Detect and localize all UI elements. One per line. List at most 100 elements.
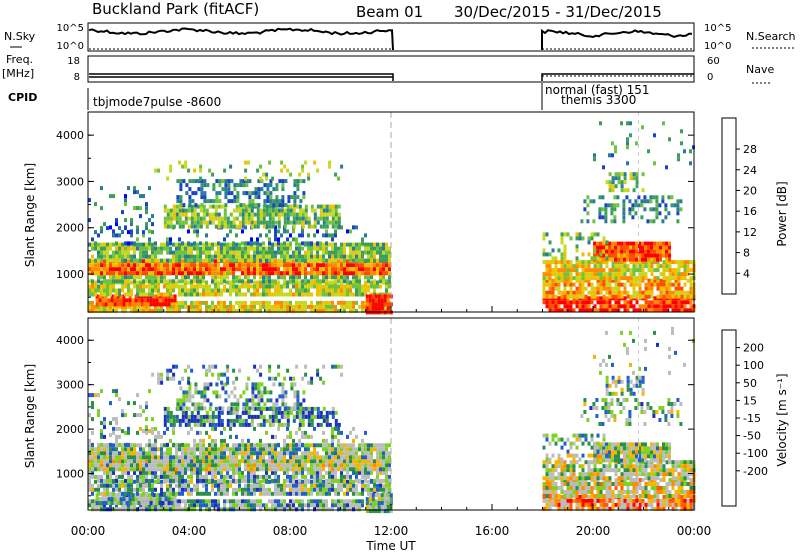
power-cell bbox=[103, 288, 106, 293]
power-cell bbox=[226, 250, 229, 255]
power-cell bbox=[268, 250, 271, 255]
power-cell bbox=[184, 254, 187, 259]
velocity-cell bbox=[214, 499, 217, 504]
power-cell bbox=[367, 284, 370, 289]
velocity-cell bbox=[148, 507, 151, 512]
power-cell bbox=[286, 263, 289, 268]
power-cell bbox=[106, 271, 109, 276]
power-cell bbox=[373, 263, 376, 268]
power-cell bbox=[268, 258, 271, 263]
power-cell bbox=[611, 264, 615, 269]
power-cell bbox=[196, 279, 199, 284]
power-cell bbox=[202, 258, 205, 263]
velocity-cell bbox=[289, 499, 292, 504]
power-cell bbox=[97, 304, 100, 309]
power-cell bbox=[677, 294, 681, 299]
power-cell bbox=[578, 300, 582, 305]
power-cell bbox=[232, 241, 235, 246]
power-cell bbox=[319, 284, 322, 289]
power-cell bbox=[196, 304, 199, 309]
power-cell bbox=[217, 308, 220, 313]
power-cell bbox=[665, 249, 668, 254]
velocity-cell bbox=[100, 455, 103, 460]
velocity-cell bbox=[244, 451, 247, 456]
velocity-heatmap bbox=[88, 318, 696, 514]
velocity-cell bbox=[148, 483, 151, 488]
power-cell bbox=[545, 294, 549, 299]
power-cell bbox=[220, 292, 223, 297]
power-cell bbox=[181, 212, 185, 217]
power-cell bbox=[665, 276, 669, 281]
velocity-cell bbox=[121, 491, 124, 496]
velocity-cell bbox=[349, 459, 352, 464]
power-heatmap bbox=[88, 112, 696, 315]
power-cell bbox=[656, 282, 660, 287]
power-cell bbox=[100, 226, 103, 231]
power-cell bbox=[379, 250, 382, 255]
velocity-cell bbox=[166, 491, 169, 496]
power-cell bbox=[154, 250, 157, 255]
power-cell bbox=[617, 264, 621, 269]
power-cell bbox=[217, 300, 220, 305]
power-cell bbox=[298, 250, 301, 255]
velocity-cell bbox=[271, 463, 274, 468]
velocity-cell bbox=[184, 507, 187, 512]
velocity-cell bbox=[178, 467, 181, 472]
power-cell bbox=[358, 258, 361, 263]
velocity-cell bbox=[223, 455, 226, 460]
velocity-cell bbox=[304, 503, 307, 508]
velocity-cell bbox=[119, 501, 123, 506]
velocity-cell bbox=[157, 447, 160, 452]
power-cell bbox=[196, 246, 199, 251]
velocity-cell bbox=[346, 499, 349, 504]
power-cell bbox=[112, 250, 115, 255]
power-cell bbox=[542, 300, 546, 305]
velocity-cell bbox=[331, 455, 334, 460]
velocity-cell bbox=[265, 451, 268, 456]
power-cell bbox=[592, 219, 596, 224]
power-cell bbox=[254, 203, 258, 208]
power-cell bbox=[91, 288, 94, 293]
power-cell bbox=[247, 216, 251, 221]
power-cell bbox=[256, 168, 260, 173]
power-cell bbox=[593, 264, 597, 269]
power-cell bbox=[584, 278, 588, 283]
velocity-cell bbox=[169, 483, 172, 488]
power-cell bbox=[271, 263, 274, 268]
power-cell bbox=[275, 183, 279, 188]
velocity-cell bbox=[193, 443, 196, 448]
power-cell bbox=[637, 203, 641, 208]
velocity-cell bbox=[146, 493, 150, 498]
power-cell bbox=[289, 263, 292, 268]
power-cell bbox=[322, 233, 325, 238]
velocity-cell bbox=[97, 474, 100, 479]
velocity-cell bbox=[238, 447, 241, 452]
power-cell bbox=[274, 279, 277, 284]
power-cell bbox=[166, 176, 170, 181]
power-cell bbox=[121, 308, 124, 313]
power-cell bbox=[289, 292, 292, 297]
power-cell bbox=[686, 308, 690, 313]
power-cell bbox=[376, 284, 379, 289]
velocity-cell bbox=[316, 467, 319, 472]
velocity-cell bbox=[346, 463, 349, 468]
power-cell bbox=[289, 254, 292, 259]
power-cell bbox=[220, 304, 223, 309]
velocity-cell bbox=[109, 470, 112, 475]
velocity-cell bbox=[325, 451, 328, 456]
power-cell bbox=[268, 241, 271, 246]
power-cell bbox=[131, 302, 135, 307]
power-cell bbox=[322, 284, 325, 289]
velocity-cell bbox=[154, 479, 157, 484]
velocity-cell bbox=[358, 499, 361, 504]
power-cell bbox=[665, 278, 669, 283]
power-cell bbox=[598, 207, 602, 212]
power-cell bbox=[382, 275, 385, 280]
power-cell bbox=[662, 249, 665, 254]
velocity-cell bbox=[121, 503, 124, 508]
velocity-cell bbox=[259, 499, 262, 504]
power-cell bbox=[169, 216, 173, 221]
power-cell bbox=[184, 212, 188, 217]
power-cell bbox=[313, 279, 316, 284]
noise-right-tick-bottom: 10^0 bbox=[704, 41, 731, 52]
